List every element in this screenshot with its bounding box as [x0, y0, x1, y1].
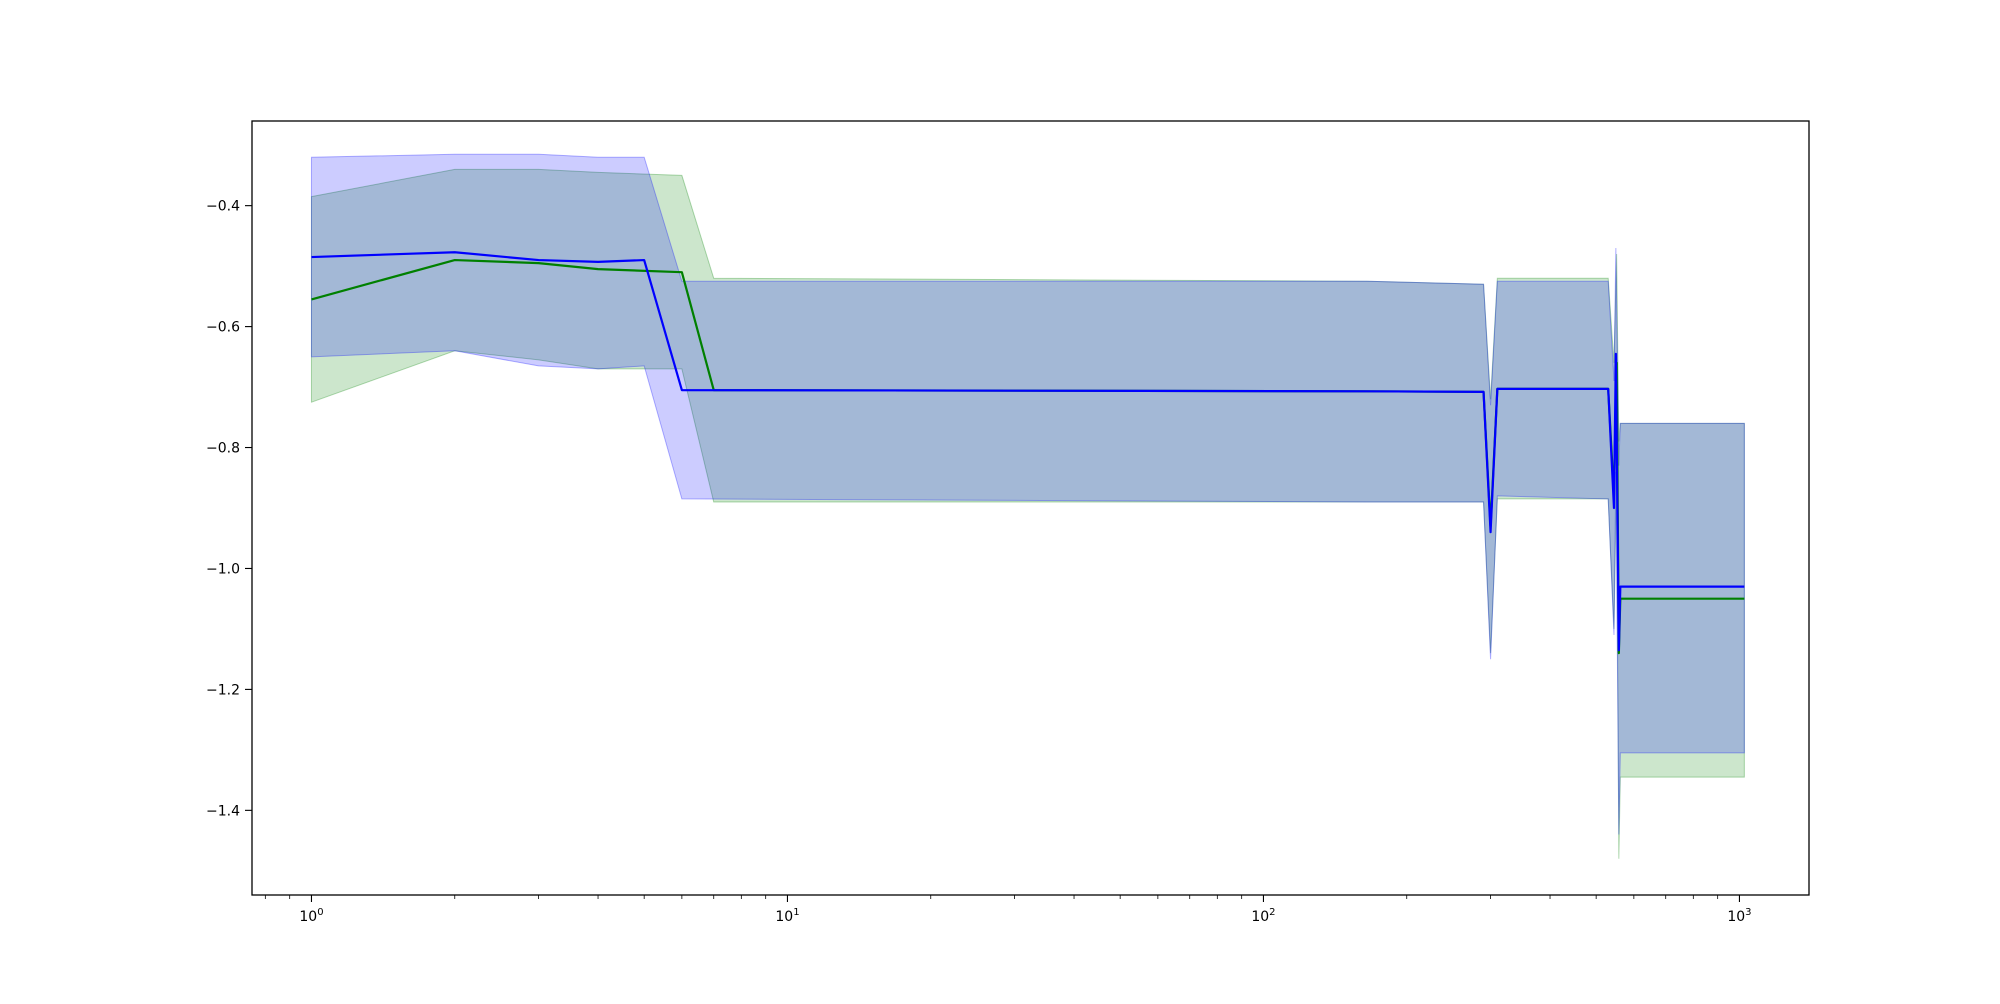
x-axis: 100 101 102 103 — [264, 895, 1752, 925]
series-1-line — [311, 251, 1745, 652]
series-1-band — [310, 153, 1745, 835]
x-tick-label-2: 102 — [1251, 907, 1275, 925]
confidence-bands — [310, 153, 1745, 859]
x-tick-label-1: 101 — [775, 907, 799, 925]
series-lines — [311, 251, 1745, 655]
y-tick-label-5: −1.4 — [206, 803, 240, 819]
plot-frame — [251, 120, 1810, 896]
y-tick-label-3: −1.0 — [206, 561, 240, 577]
series-0-band — [310, 168, 1745, 859]
y-tick-label-4: −1.2 — [206, 682, 240, 698]
y-tick-label-1: −0.6 — [206, 320, 240, 336]
y-tick-label-2: −0.8 — [206, 441, 240, 457]
x-tick-label-3: 103 — [1727, 907, 1751, 925]
y-axis: −0.4 −0.6 −0.8 −1.0 −1.2 −1.4 — [206, 199, 252, 819]
x-tick-label-0: 100 — [299, 907, 323, 925]
y-tick-label-0: −0.4 — [206, 199, 240, 215]
